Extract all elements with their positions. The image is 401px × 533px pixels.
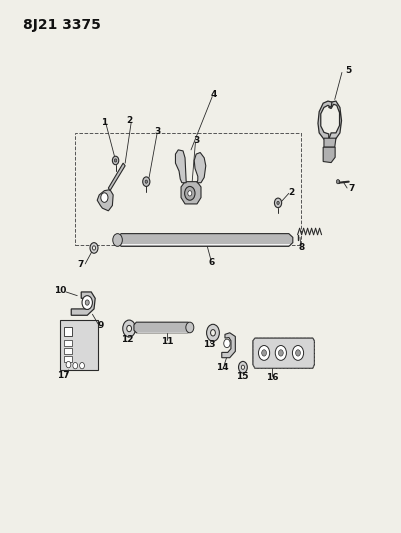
Polygon shape [108,163,125,191]
Text: 14: 14 [216,363,228,372]
Polygon shape [180,182,200,204]
Circle shape [122,320,135,337]
Text: 8: 8 [298,244,304,253]
Circle shape [295,350,300,356]
Circle shape [278,350,283,356]
Polygon shape [134,322,189,333]
Polygon shape [175,150,186,183]
Polygon shape [194,152,205,183]
Polygon shape [221,333,235,358]
Polygon shape [252,338,314,368]
Circle shape [92,246,95,250]
FancyBboxPatch shape [64,356,71,362]
Circle shape [276,201,279,205]
Polygon shape [323,138,335,147]
Text: 13: 13 [202,341,215,350]
Circle shape [66,361,71,368]
Polygon shape [71,292,95,316]
Text: 6: 6 [208,258,215,266]
Text: 12: 12 [121,335,133,344]
Circle shape [336,180,339,184]
Circle shape [292,345,303,360]
Text: 3: 3 [192,136,199,145]
Circle shape [114,159,116,162]
Polygon shape [117,233,292,246]
Circle shape [258,345,269,360]
Text: 1: 1 [101,118,107,127]
Text: 9: 9 [97,321,103,330]
Circle shape [79,362,84,369]
Text: 7: 7 [347,183,353,192]
Circle shape [82,296,92,310]
Text: 8J21 3375: 8J21 3375 [23,18,101,33]
FancyBboxPatch shape [64,340,71,346]
Text: 4: 4 [210,90,217,99]
Circle shape [126,325,131,332]
Text: 15: 15 [236,372,248,381]
FancyBboxPatch shape [60,319,98,370]
Polygon shape [322,147,334,163]
Circle shape [238,361,247,373]
Text: 11: 11 [160,337,173,346]
Text: 17: 17 [57,370,69,379]
Circle shape [112,156,118,165]
Polygon shape [97,190,113,211]
Circle shape [241,365,244,369]
Text: 2: 2 [126,116,132,125]
Circle shape [274,198,281,208]
Polygon shape [317,101,331,139]
Circle shape [145,180,147,183]
Polygon shape [328,101,341,140]
Circle shape [261,350,266,356]
Text: 7: 7 [77,261,83,269]
Circle shape [90,243,98,253]
Circle shape [85,300,89,305]
FancyBboxPatch shape [64,327,71,336]
Circle shape [275,345,286,360]
Circle shape [142,177,150,187]
Text: 5: 5 [344,66,350,75]
Circle shape [73,362,77,369]
Circle shape [223,339,229,348]
Text: 10: 10 [54,286,67,295]
Circle shape [101,193,108,203]
Circle shape [206,324,219,341]
Text: 2: 2 [288,188,294,197]
Circle shape [210,329,215,336]
FancyBboxPatch shape [64,348,71,354]
Circle shape [113,233,122,246]
Text: 16: 16 [265,373,277,382]
Circle shape [184,187,194,200]
Circle shape [185,322,193,333]
Circle shape [187,191,191,196]
Text: 3: 3 [154,127,160,136]
